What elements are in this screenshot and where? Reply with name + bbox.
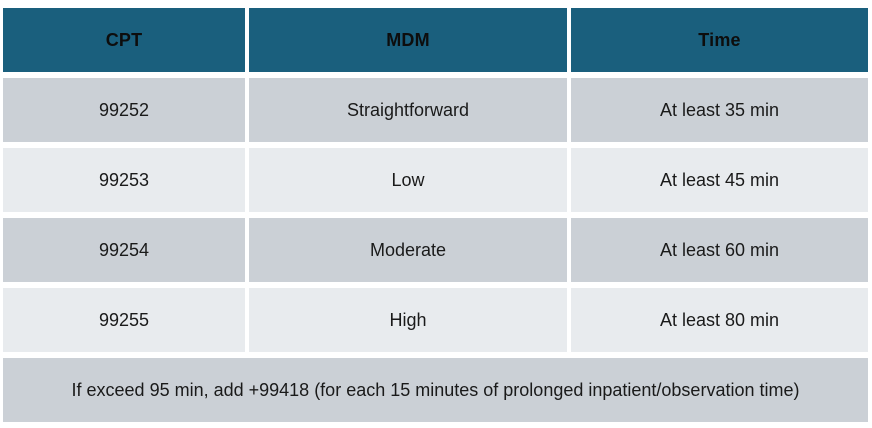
cell-value: At least 80 min — [659, 309, 780, 330]
header-label-cpt: CPT — [105, 29, 143, 50]
table-row-4-mdm: High — [249, 288, 567, 352]
cell-value: Low — [391, 169, 425, 190]
footer-note-text: If exceed 95 min, add +99418 (for each 1… — [71, 379, 800, 400]
header-cell-cpt: CPT — [3, 8, 245, 72]
table-row-3-cpt: 99254 — [3, 218, 245, 282]
cell-value: At least 60 min — [659, 239, 780, 260]
table-row-2-time: At least 45 min — [571, 148, 868, 212]
table-row-2-cpt: 99253 — [3, 148, 245, 212]
cell-value: Straightforward — [346, 99, 470, 120]
cell-value: 99254 — [98, 239, 150, 260]
header-label-mdm: MDM — [386, 29, 430, 50]
table-row-1-time: At least 35 min — [571, 78, 868, 142]
header-label-time: Time — [698, 29, 741, 50]
cpt-consult-codes-table: CPT MDM Time 99252 Straightforward At le… — [3, 8, 868, 422]
cell-value: 99252 — [98, 99, 150, 120]
table-row-2-mdm: Low — [249, 148, 567, 212]
table-row-3-mdm: Moderate — [249, 218, 567, 282]
header-cell-time: Time — [571, 8, 868, 72]
cell-value: Moderate — [369, 239, 447, 260]
table-row-1-mdm: Straightforward — [249, 78, 567, 142]
footer-note-row: If exceed 95 min, add +99418 (for each 1… — [3, 358, 868, 422]
cell-value: At least 45 min — [659, 169, 780, 190]
table-row-3-time: At least 60 min — [571, 218, 868, 282]
table-row-4-cpt: 99255 — [3, 288, 245, 352]
header-cell-mdm: MDM — [249, 8, 567, 72]
cell-value: High — [389, 309, 427, 330]
table-row-1-cpt: 99252 — [3, 78, 245, 142]
cell-value: 99253 — [98, 169, 150, 190]
cell-value: 99255 — [98, 309, 150, 330]
cell-value: At least 35 min — [659, 99, 780, 120]
table-row-4-time: At least 80 min — [571, 288, 868, 352]
